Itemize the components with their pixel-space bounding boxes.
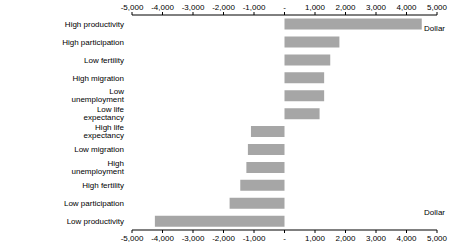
svg-text:-1,000: -1,000 — [243, 234, 266, 243]
svg-text:Low productivity: Low productivity — [67, 217, 124, 226]
svg-text:Lowunemployment: Lowunemployment — [72, 87, 125, 104]
svg-text:2,000: 2,000 — [335, 234, 356, 243]
svg-text:5,000: 5,000 — [427, 234, 448, 243]
svg-text:4,000: 4,000 — [396, 234, 417, 243]
svg-text:-3,000: -3,000 — [182, 3, 205, 12]
svg-text:1,000: 1,000 — [305, 234, 326, 243]
svg-text:Low lifeexpectancy: Low lifeexpectancy — [84, 105, 125, 122]
svg-text:3,000: 3,000 — [366, 234, 387, 243]
svg-text:-: - — [283, 3, 286, 12]
html-text:Dollar: Dollar — [424, 208, 445, 217]
svg-text:High productivity: High productivity — [65, 20, 124, 29]
svg-text:-2,000: -2,000 — [212, 234, 235, 243]
svg-text:Low fertility: Low fertility — [84, 56, 124, 65]
svg-text:-5,000: -5,000 — [121, 234, 144, 243]
svg-text:1,000: 1,000 — [305, 3, 326, 12]
svg-text:-4,000: -4,000 — [151, 234, 174, 243]
svg-text:High fertility: High fertility — [82, 181, 124, 190]
svg-text:2,000: 2,000 — [335, 3, 356, 12]
svg-text:High lifeexpectancy: High lifeexpectancy — [84, 123, 125, 140]
svg-text:High participation: High participation — [62, 38, 124, 47]
svg-text:-2,000: -2,000 — [212, 3, 235, 12]
svg-text:Low migration: Low migration — [74, 145, 124, 154]
svg-text:High migration: High migration — [72, 74, 124, 83]
svg-text:-5,000: -5,000 — [121, 3, 144, 12]
svg-text:-1,000: -1,000 — [243, 3, 266, 12]
svg-text:-4,000: -4,000 — [151, 3, 174, 12]
svg-text:-3,000: -3,000 — [182, 234, 205, 243]
svg-text:Highunemployment: Highunemployment — [72, 159, 125, 176]
svg-text:4,000: 4,000 — [396, 3, 417, 12]
svg-text:Low participation: Low participation — [64, 199, 124, 208]
html-text:Dollar: Dollar — [424, 24, 445, 33]
svg-text:-: - — [283, 234, 286, 243]
svg-text:5,000: 5,000 — [427, 3, 448, 12]
svg-text:3,000: 3,000 — [366, 3, 387, 12]
